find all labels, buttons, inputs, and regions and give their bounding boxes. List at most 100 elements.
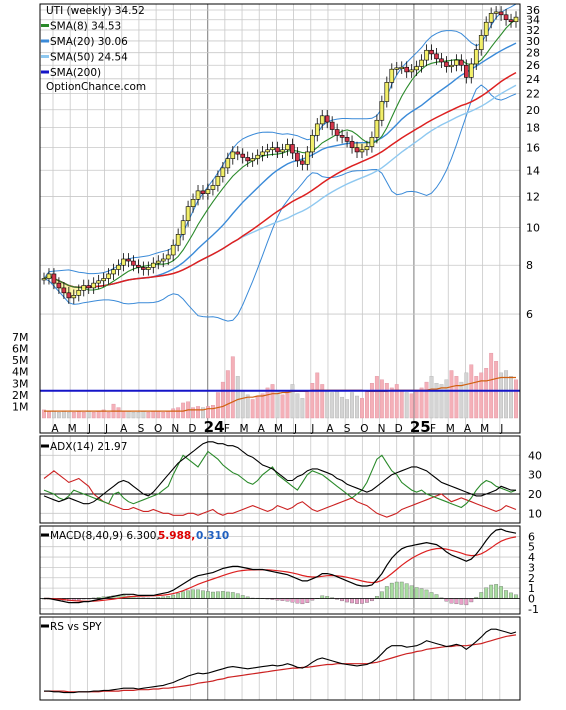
- legend-entry: SMA(50) 24.54: [50, 52, 128, 64]
- price-tick-label: 32: [526, 24, 540, 37]
- volume-bar: [265, 387, 270, 419]
- volume-bar: [350, 392, 354, 419]
- candle-body: [96, 280, 101, 284]
- macd-tick-label: 5: [528, 541, 535, 554]
- candle-body: [488, 13, 494, 23]
- volume-bar: [260, 393, 265, 419]
- volume-bar: [330, 392, 335, 419]
- candle-body: [151, 262, 156, 268]
- volume-bar: [196, 406, 200, 419]
- macd-histogram-bar: [399, 581, 404, 599]
- macd-signal-value: 5.988,: [158, 530, 195, 542]
- month-label: J: [104, 423, 108, 435]
- candle-body: [369, 137, 375, 147]
- candle-body: [508, 19, 514, 23]
- macd-histogram-bar: [404, 583, 409, 599]
- candle-body: [290, 144, 295, 154]
- macd-histogram-bar: [469, 598, 474, 603]
- month-label: F: [224, 423, 230, 435]
- month-label: 25: [410, 418, 431, 436]
- candle-body: [260, 151, 265, 156]
- volume-bar: [494, 361, 499, 419]
- candle-body: [424, 49, 429, 61]
- volume-bar: [489, 352, 494, 419]
- band-fill: [73, 286, 79, 296]
- legend-entry: SMA(8) 34.53: [50, 21, 121, 33]
- candle-body: [339, 135, 345, 138]
- macd-histogram-bar: [196, 589, 200, 599]
- rs-line: [44, 628, 517, 694]
- volume-bar: [250, 399, 255, 419]
- macd-tick-label: 4: [528, 551, 535, 564]
- candle-body: [210, 185, 216, 190]
- month-label: D: [395, 423, 403, 435]
- macd-histogram-bar: [509, 592, 513, 599]
- macd-histogram-bar: [379, 591, 384, 599]
- candle-body: [265, 149, 270, 153]
- volume-bar: [479, 372, 484, 419]
- volume-bar: [136, 412, 141, 419]
- macd-histogram-bar: [444, 598, 449, 602]
- candle-body: [195, 190, 201, 200]
- candle-body: [180, 220, 186, 235]
- macd-tick-label: -1: [528, 603, 539, 616]
- volume-bar: [325, 390, 330, 419]
- volume-bar: [315, 372, 320, 419]
- candle-body: [131, 260, 136, 266]
- macd-histogram-bar: [454, 598, 459, 605]
- macd-histogram-bar: [499, 586, 503, 599]
- legend-entry: SMA(20) 30.06: [50, 36, 128, 48]
- candle-body: [46, 273, 52, 279]
- candle-body: [91, 282, 96, 289]
- candle-body: [250, 158, 255, 162]
- legend-entry: SMA(200): [50, 67, 101, 79]
- volume-bar: [360, 398, 364, 419]
- volume-bar: [71, 412, 76, 419]
- macd-histogram-bar: [434, 594, 439, 599]
- price-tick-label: 12: [526, 190, 540, 203]
- volume-bar: [245, 394, 250, 419]
- panel-bg: [40, 4, 520, 433]
- candle-body: [230, 151, 236, 159]
- volume-bar: [270, 384, 275, 419]
- volume-bar: [290, 384, 295, 419]
- volume-bar: [141, 410, 146, 419]
- candle-body: [106, 273, 111, 279]
- macd-histogram-bar: [355, 598, 359, 604]
- volume-bar: [215, 392, 220, 419]
- macd-histogram-bar: [181, 591, 186, 599]
- volume-bar: [504, 370, 509, 419]
- volume-bar: [151, 410, 156, 419]
- macd-histogram-bar: [414, 587, 419, 599]
- candle-body: [364, 146, 370, 151]
- macd-signal-line: [44, 536, 517, 602]
- volume-bar: [434, 383, 439, 419]
- volume-average-line: [44, 376, 516, 412]
- candle-body: [270, 147, 275, 151]
- adx-label: ADX(14) 21.97: [50, 441, 127, 453]
- candle-body: [389, 68, 395, 83]
- volume-bar: [96, 410, 101, 419]
- price-tick-label: 14: [526, 164, 540, 177]
- volume-bar: [409, 393, 414, 419]
- candle-body: [464, 64, 469, 78]
- volume-bar: [369, 383, 374, 419]
- candle-body: [175, 234, 181, 246]
- volume-bar: [459, 381, 464, 419]
- volume-bar: [66, 412, 71, 419]
- candle-body: [305, 151, 310, 165]
- candle-body: [329, 121, 335, 130]
- minus-di-line: [43, 470, 517, 518]
- candle-body: [71, 295, 77, 299]
- macd-tick-label: 2: [528, 572, 535, 585]
- price-tick-label: 18: [526, 122, 540, 135]
- candle-body: [513, 16, 519, 23]
- volume-bar: [121, 410, 126, 419]
- volume-bar: [285, 390, 290, 419]
- macd-histogram-bar: [290, 598, 295, 603]
- volume-bar: [275, 391, 280, 419]
- candle-body: [66, 292, 72, 299]
- candle-body: [205, 189, 211, 194]
